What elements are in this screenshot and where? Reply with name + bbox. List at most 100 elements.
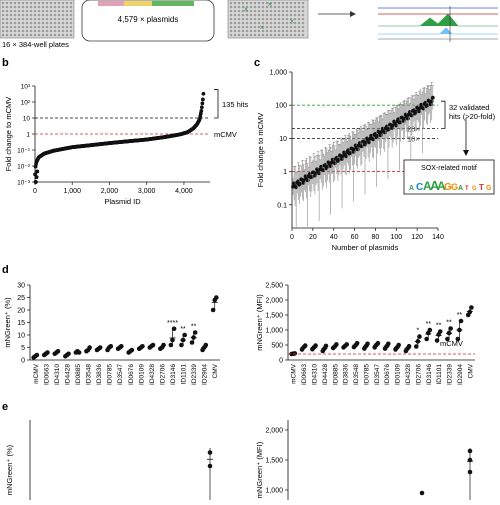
screen-plate-well: [245, 13, 249, 17]
y-tick-label: 1: [26, 132, 30, 139]
plate-well: [5, 13, 9, 17]
screen-plate-well: [233, 33, 237, 37]
screen-plate-well: [241, 25, 245, 29]
plate-well: [57, 13, 61, 17]
y-axis-label: mNGreen⁺ (%): [3, 297, 12, 348]
screen-plate-well: [273, 1, 277, 5]
screen-plate-well: [285, 25, 289, 29]
motif-letter: A: [458, 185, 463, 192]
y-tick-label: 1,000: [269, 70, 287, 77]
plate-well: [33, 9, 37, 13]
screen-plate-well: [269, 21, 273, 25]
screen-plate-well: [289, 33, 293, 37]
genome-track-thumbnail: [378, 6, 498, 42]
plate-well: [69, 25, 73, 29]
plate-well: [61, 5, 65, 9]
data-point: [437, 329, 443, 334]
x-tick-label: ID0109: [395, 364, 402, 385]
panel-letter-c: c: [254, 57, 260, 69]
x-tick-label: 1,000: [63, 188, 81, 195]
screen-plate-well: [249, 17, 253, 21]
plate-well: [45, 33, 49, 37]
screen-plate-well: [277, 13, 281, 17]
data-point: [150, 342, 156, 348]
data-point: [33, 180, 38, 184]
plate-well: [65, 5, 69, 9]
library-strip-green: [152, 1, 194, 6]
plate-well: [1, 1, 5, 5]
plate-well: [53, 25, 57, 29]
screen-plate-well: [257, 33, 261, 37]
plate-well: [57, 25, 61, 29]
screen-plate-well: [237, 5, 241, 9]
screen-plate-well: [273, 5, 277, 9]
x-tick-label: ID0663: [43, 364, 50, 385]
data-point: [34, 352, 40, 358]
screen-plate-well: [301, 29, 305, 33]
plate-well: [49, 9, 53, 13]
panel-d-left-chart: 0 5 10 15 20 25 30 mNGreen⁺ (%) mCMV ID0663 ID4310…: [3, 283, 220, 385]
screen-plate-well: [245, 29, 249, 33]
plate-well: [5, 9, 9, 13]
plate-well: [41, 13, 45, 17]
screen-plate-well: [229, 17, 233, 21]
screen-plate-well: [281, 17, 285, 21]
screen-plate-well: [241, 21, 245, 25]
significance-marker: **: [191, 324, 197, 331]
plate-well: [61, 33, 65, 37]
plate-well: [49, 5, 53, 9]
data-point: [467, 448, 473, 454]
y-tick-label: 500: [271, 343, 283, 350]
data-point: [203, 342, 209, 348]
plate-well: [45, 1, 49, 5]
screen-plate-well: [229, 25, 233, 29]
y-tick-label: 0: [21, 358, 25, 365]
screen-plate-well: [233, 13, 237, 17]
plate-well: [37, 25, 41, 29]
screen-plate-well: [257, 5, 261, 9]
y-axis-label: Fold change to mCMV: [256, 113, 265, 188]
data-point: [34, 175, 39, 180]
screen-plate-well: [273, 21, 277, 25]
screen-plate-well: [297, 1, 301, 5]
data-point: [161, 342, 166, 348]
plate-well: [5, 21, 9, 25]
screen-plate-well: [237, 13, 241, 17]
data-point: [467, 457, 473, 463]
plate-well: [37, 1, 41, 5]
plate-well: [45, 21, 49, 25]
data-point: [87, 345, 92, 350]
y-tick-label: 10²: [21, 100, 31, 107]
plate-well: [17, 29, 21, 33]
plate-well: [17, 5, 21, 9]
y-tick-label: 25: [17, 295, 25, 302]
data-point: [302, 343, 308, 348]
plate-well: [1, 9, 5, 13]
x-tick-label: ID4428: [64, 364, 71, 385]
data-point: [35, 169, 40, 174]
motif-letter: A: [437, 179, 446, 193]
data-point: [108, 343, 114, 349]
screen-plate-well: [237, 17, 241, 21]
data-point: [430, 95, 435, 100]
screen-plate-well: [285, 13, 289, 17]
plate-well: [41, 25, 45, 29]
x-tick-label: ID2904: [202, 364, 209, 385]
screen-plate-well: [233, 21, 237, 25]
library-strip-yellow: [124, 1, 152, 6]
motif-letter: T: [465, 186, 469, 192]
screen-plate-well: [265, 21, 269, 25]
plate-well: [5, 1, 9, 5]
screen-plate-well: [289, 13, 293, 17]
y-tick-label: 0: [279, 358, 283, 365]
screen-plate-well: [261, 17, 265, 21]
screen-plate-well: [249, 21, 253, 25]
motif-letter: G: [486, 185, 492, 192]
plate-well: [57, 29, 61, 33]
screen-plate-well: [229, 5, 233, 9]
plate-well: [1, 29, 5, 33]
screen-plate-well: [281, 1, 285, 5]
screen-plate-well: [241, 33, 245, 37]
plate-well: [9, 33, 13, 37]
panel-letter-d: d: [2, 264, 9, 276]
